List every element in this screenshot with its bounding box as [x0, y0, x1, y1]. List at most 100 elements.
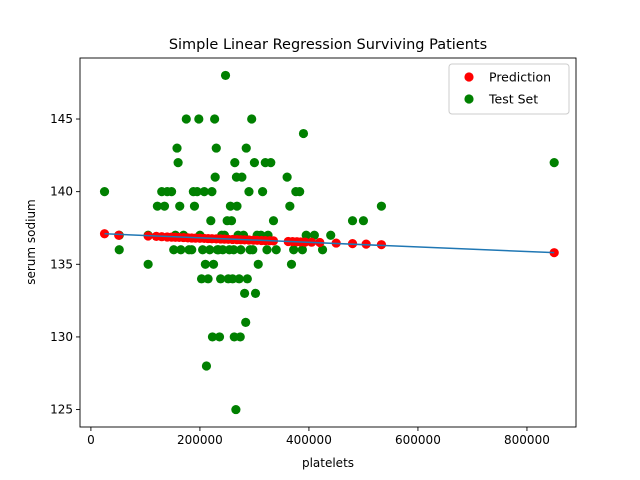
test-set-point: [192, 187, 202, 197]
legend-label: Prediction: [489, 70, 551, 85]
prediction-point: [114, 230, 124, 240]
test-set-point: [257, 187, 268, 197]
test-set-point: [214, 332, 225, 342]
test-set-point: [210, 114, 220, 124]
test-set-point: [218, 245, 228, 255]
test-set-point: [175, 201, 185, 211]
test-set-point: [208, 259, 219, 269]
test-set-point: [376, 201, 387, 211]
test-set-point: [187, 245, 197, 255]
test-set-point: [247, 114, 257, 124]
test-set-point: [229, 245, 239, 255]
legend-label: Test Set: [488, 92, 538, 107]
test-set-point: [99, 187, 110, 197]
test-set-point: [248, 245, 258, 255]
axes-frame: [79, 57, 577, 428]
test-set-point: [181, 114, 191, 124]
test-set-point: [205, 245, 215, 255]
y-tick-label: 135: [50, 257, 73, 271]
test-set-point: [114, 245, 124, 255]
test-set-point: [244, 187, 254, 197]
test-set-point: [241, 317, 251, 328]
test-set-point: [237, 172, 247, 182]
test-set-point: [549, 157, 559, 168]
x-tick-label: 600000: [395, 433, 441, 447]
test-set-point: [234, 274, 244, 284]
test-set-point: [228, 274, 238, 284]
regression-line: [104, 233, 555, 254]
test-set-point: [289, 245, 299, 255]
test-set-point: [196, 274, 207, 284]
test-set-point: [143, 259, 153, 269]
test-set-point: [230, 157, 240, 168]
test-set-point: [326, 230, 336, 240]
y-tick-label: 130: [50, 330, 73, 344]
x-tick-label: 200000: [177, 433, 223, 447]
test-set-point: [253, 259, 263, 269]
series-test-set: [99, 70, 559, 415]
test-set-point: [216, 274, 226, 284]
test-set-point: [198, 245, 208, 255]
x-tick-label: 0: [87, 433, 95, 447]
chart-title: Simple Linear Regression Surviving Patie…: [169, 37, 487, 53]
test-set-point: [159, 201, 170, 211]
y-axis-label: serum sodium: [24, 199, 38, 285]
test-set-point: [241, 143, 251, 153]
test-set-point: [210, 172, 220, 182]
test-set-point: [169, 245, 179, 255]
test-set-point: [286, 259, 297, 269]
test-set-point: [250, 288, 261, 298]
test-set-point: [295, 187, 305, 197]
test-set-point: [199, 187, 209, 197]
test-set-point: [225, 201, 236, 211]
test-set-point: [235, 332, 245, 342]
test-set-point: [189, 201, 200, 211]
x-axis-label: platelets: [302, 456, 354, 470]
prediction-point: [99, 229, 110, 239]
test-set-point: [297, 245, 307, 255]
test-set-point: [207, 332, 218, 342]
test-set-point: [231, 404, 241, 415]
y-tick-label: 125: [50, 403, 73, 417]
x-tick-label: 400000: [286, 433, 332, 447]
test-set-point: [266, 157, 276, 168]
test-set-point: [301, 230, 311, 240]
test-set-point: [207, 187, 217, 197]
test-set-point: [173, 157, 183, 168]
test-set-point: [262, 245, 272, 255]
test-set-point: [298, 128, 309, 139]
data-marks: [99, 70, 559, 415]
test-set-point: [242, 274, 252, 284]
test-set-point: [232, 201, 242, 211]
test-set-point: [206, 216, 216, 226]
test-set-point: [201, 361, 212, 371]
legend-box: [448, 63, 570, 115]
test-set-point: [249, 157, 260, 168]
test-set-point: [176, 245, 186, 255]
y-tick-label: 140: [50, 185, 73, 199]
test-set-point: [226, 216, 237, 226]
test-set-point: [285, 201, 295, 211]
test-set-point: [211, 143, 221, 153]
plot-area: 0 200000 400000 600000 800000 125 130 135 140 145: [50, 57, 577, 447]
test-set-point: [240, 288, 250, 298]
prediction-point: [549, 248, 559, 258]
test-set-point: [236, 245, 246, 255]
test-set-point: [220, 70, 231, 81]
test-set-point: [347, 216, 358, 226]
legend: Prediction Test Set: [448, 63, 570, 115]
test-set-point: [166, 187, 177, 197]
test-set-point: [152, 201, 162, 211]
legend-marker: [464, 72, 474, 82]
y-tick-label: 145: [50, 112, 73, 126]
test-set-point: [172, 143, 182, 153]
legend-marker: [464, 94, 474, 104]
test-set-point: [309, 230, 319, 240]
test-set-point: [268, 216, 279, 226]
test-set-point: [203, 274, 213, 284]
test-set-point: [271, 245, 281, 255]
test-set-point: [194, 114, 204, 124]
x-tick-label: 800000: [504, 433, 550, 447]
test-set-point: [282, 172, 292, 182]
